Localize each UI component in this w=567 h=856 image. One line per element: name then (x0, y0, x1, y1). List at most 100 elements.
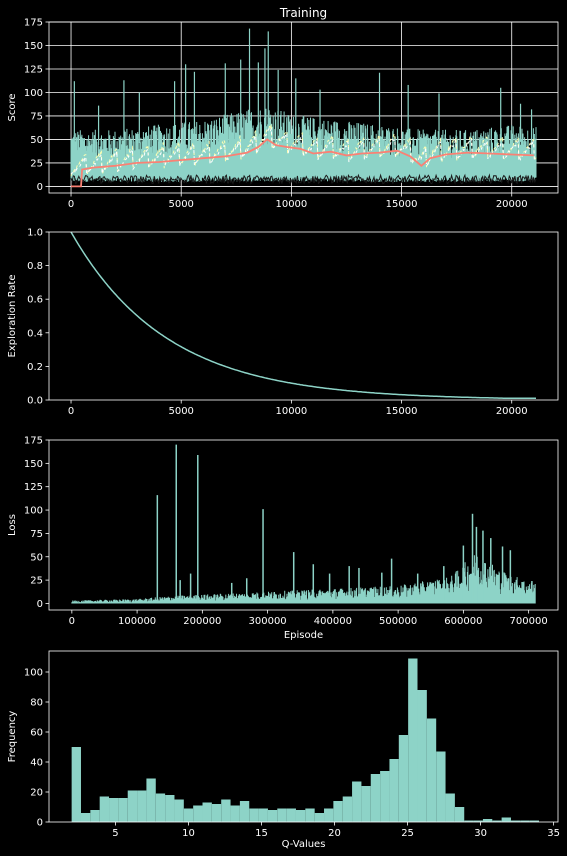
q-values-bar-42 (464, 820, 474, 822)
q-values-x-axis-label: Q-Values (282, 839, 326, 850)
q-values-x-tick-label-4: 25 (401, 828, 414, 839)
q-values-bar-15 (211, 804, 222, 822)
q-values-bar-44 (482, 819, 493, 822)
q-values-bar-11 (174, 799, 184, 822)
score-x-tick-label-3: 15000 (386, 199, 418, 210)
exploration-y-axis-label: Exploration Rate (7, 275, 18, 358)
exploration-axes: 0 5000 10000 15000 20000 0.0 0.2 0.4 0.6 0.8 1.0 (27, 228, 559, 417)
loss-x-tick-label-1: 100000 (118, 616, 156, 627)
loss-y-tick-label-7: 175 (24, 436, 43, 447)
exploration-y-tick-label-5: 1.0 (27, 228, 43, 239)
score-x-tick-label-1: 5000 (168, 199, 193, 210)
loss-x-tick-label-3: 300000 (249, 616, 287, 627)
q-values-bar-10 (165, 795, 175, 822)
q-values-bar-48 (520, 820, 530, 822)
exploration-x-tick-label-4: 20000 (496, 406, 528, 417)
score-series (70, 28, 537, 188)
score-y-axis-label: Score (7, 93, 18, 121)
q-values-bar-40 (445, 793, 455, 822)
loss-x-axis-label: Episode (284, 630, 323, 641)
q-values-bar-24 (295, 810, 306, 822)
q-values-y-tick-label-4: 80 (30, 698, 43, 709)
q-values-x-tick-label-5: 30 (474, 828, 487, 839)
q-values-bar-47 (510, 820, 521, 822)
score-y-tick-label-3: 75 (30, 111, 43, 122)
q-values-bar-43 (473, 820, 483, 822)
q-values-bar-35 (398, 735, 409, 822)
loss-y-tick-label-5: 125 (24, 482, 43, 493)
q-values-bar-41 (454, 807, 465, 822)
score-median-line (70, 127, 537, 176)
score-y-tick-label-6: 150 (24, 41, 43, 52)
q-values-y-tick-label-3: 60 (30, 728, 43, 739)
q-values-x-tick-label-0: 5 (112, 828, 118, 839)
q-values-bar-23 (286, 808, 296, 822)
q-values-bar-31 (361, 786, 371, 822)
loss-x-tick-label-0: 0 (69, 616, 75, 627)
loss-y-axis-label: Loss (7, 514, 18, 536)
q-values-y-axis-label: Frequency (7, 711, 18, 763)
q-values-bar-6 (127, 790, 138, 822)
score-y-tick-label-2: 50 (30, 135, 43, 146)
q-values-y-tick-label-0: 0 (37, 818, 43, 829)
q-values-bar-13 (193, 805, 203, 822)
q-values-y-tick-label-5: 100 (24, 668, 43, 679)
score-x-tick-label-0: 0 (68, 199, 74, 210)
q-values-x-tick-label-2: 15 (255, 828, 268, 839)
q-values-y-tick-label-1: 20 (30, 788, 43, 799)
loss-y-tick-label-4: 100 (24, 506, 43, 517)
loss-series (71, 444, 536, 604)
score-chart: 0 5000 10000 15000 200000255075100125150175 … (7, 18, 559, 210)
q-values-y-tick-label-2: 40 (30, 758, 43, 769)
q-values-bar-2 (90, 810, 100, 822)
score-moving-average-line (71, 138, 534, 188)
q-values-bar-36 (408, 658, 418, 822)
q-values-bar-5 (118, 798, 128, 822)
score-axes-frame (48, 21, 559, 194)
q-values-bar-22 (277, 808, 287, 822)
loss-y-tick-label-1: 25 (30, 576, 43, 587)
q-values-bar-19 (249, 808, 259, 822)
loss-x-tick-label-4: 400000 (314, 616, 352, 627)
q-values-x-tick-label-3: 20 (328, 828, 341, 839)
exploration-rate-chart: 0 5000 10000 15000 20000 0.0 0.2 0.4 0.6 0.8 1.0 E… (7, 228, 559, 417)
loss-x-tick-label-2: 200000 (183, 616, 221, 627)
exploration-y-tick-label-0: 0.0 (27, 396, 43, 407)
q-values-bar-34 (389, 759, 399, 822)
score-y-tick-label-7: 175 (24, 18, 43, 29)
loss-y-tick-label-2: 50 (30, 552, 43, 563)
q-values-bar-16 (221, 799, 231, 822)
loss-y-tick-label-3: 75 (30, 529, 43, 540)
figure-title: Training (279, 6, 327, 20)
q-values-bar-3 (99, 796, 110, 822)
score-x-tick-label-4: 20000 (496, 199, 528, 210)
q-values-x-tick-label-6: 35 (547, 828, 560, 839)
score-y-tick-label-4: 100 (24, 88, 43, 99)
q-values-bar-32 (370, 774, 381, 822)
exploration-x-tick-label-3: 15000 (386, 406, 418, 417)
q-values-bars (71, 658, 540, 822)
q-values-bar-37 (417, 690, 427, 822)
loss-axes: 0 100000 200000 300000 400000 500000 600000 700… (24, 436, 559, 627)
exploration-y-tick-label-1: 0.2 (27, 362, 43, 373)
loss-y-tick-label-0: 0 (37, 599, 43, 610)
q-values-bar-20 (258, 808, 268, 822)
q-values-bar-1 (80, 813, 91, 822)
q-values-bar-39 (436, 751, 446, 822)
loss-x-tick-label-7: 700000 (510, 616, 548, 627)
q-values-bar-30 (352, 781, 362, 822)
q-values-bar-17 (230, 805, 240, 822)
q-values-bar-27 (324, 808, 334, 822)
exploration-x-tick-label-0: 0 (68, 406, 74, 417)
q-values-bar-29 (342, 796, 353, 822)
q-values-bar-7 (137, 790, 147, 822)
q-values-histogram: 5 10 15 20 25 30 35 0 20 40 60 80 100 Frequency Q-Va… (7, 650, 560, 850)
q-values-bar-45 (492, 820, 502, 822)
exploration-x-tick-label-1: 5000 (168, 406, 193, 417)
loss-axes-frame (48, 439, 559, 611)
q-values-bar-18 (239, 801, 250, 822)
exploration-series (70, 231, 536, 400)
q-values-axes-frame (48, 650, 559, 823)
score-y-tick-label-5: 125 (24, 64, 43, 75)
